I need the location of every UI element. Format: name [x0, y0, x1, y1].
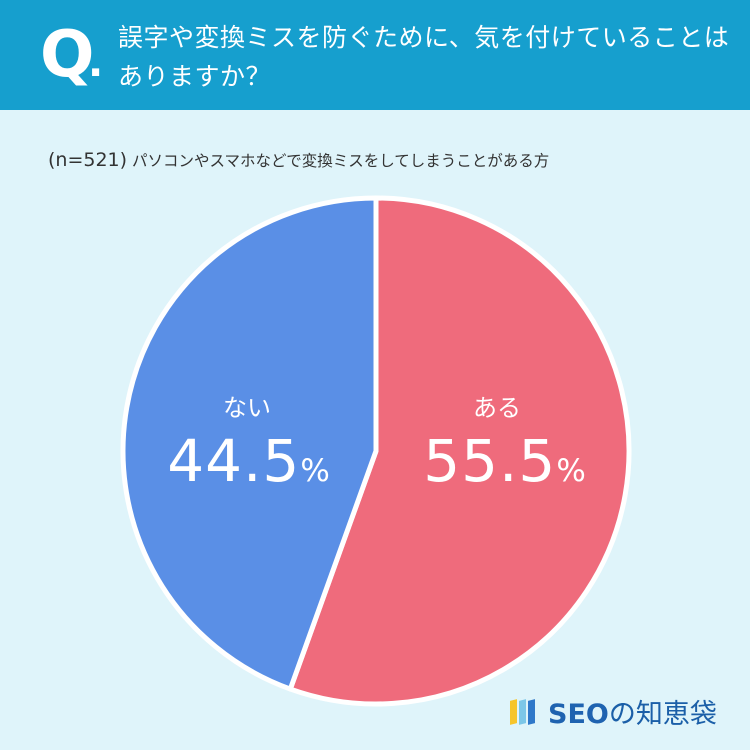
logo-bar — [510, 699, 517, 725]
sample-description: パソコンやスマホなどで変換ミスをしてしまうことがある方 — [132, 152, 550, 170]
sample-caption: (n=521) パソコンやスマホなどで変換ミスをしてしまうことがある方 — [48, 146, 728, 175]
pie-label-no: ない — [223, 394, 271, 422]
pie-value-no: 44.5% — [139, 426, 359, 506]
brand-logo-icon — [510, 696, 542, 726]
pie-value-unit: % — [556, 453, 587, 489]
pie-value-unit: % — [300, 453, 331, 489]
pie-slice-no — [120, 195, 379, 692]
pie-value-number: 55.5 — [423, 427, 557, 495]
pie-slice-yes — [287, 195, 632, 707]
brand-logo-seo: SEO — [548, 698, 609, 730]
logo-bar — [519, 699, 526, 725]
brand-logo-text: SEOの知恵袋 — [548, 692, 717, 731]
sample-size: (n=521) — [48, 149, 128, 171]
brand-logo-name: の知恵袋 — [608, 698, 717, 730]
question-banner: Q . 誤字や変換ミスを防ぐために、気を付けていることはありますか？ — [0, 0, 750, 110]
pie-label-yes: ある — [473, 394, 521, 422]
brand-logo: SEOの知恵袋 — [510, 690, 717, 732]
pie-value-number: 44.5 — [167, 427, 301, 495]
pie-value-yes: 55.5% — [395, 426, 615, 506]
question-q-mark: Q — [40, 18, 95, 92]
logo-bar — [528, 699, 535, 725]
question-text: 誤字や変換ミスを防ぐために、気を付けていることはありますか？ — [118, 23, 730, 91]
